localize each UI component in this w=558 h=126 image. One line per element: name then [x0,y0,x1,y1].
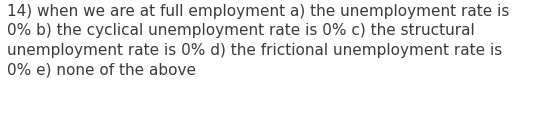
Text: 14) when we are at full employment a) the unemployment rate is
0% b) the cyclica: 14) when we are at full employment a) th… [7,4,509,77]
